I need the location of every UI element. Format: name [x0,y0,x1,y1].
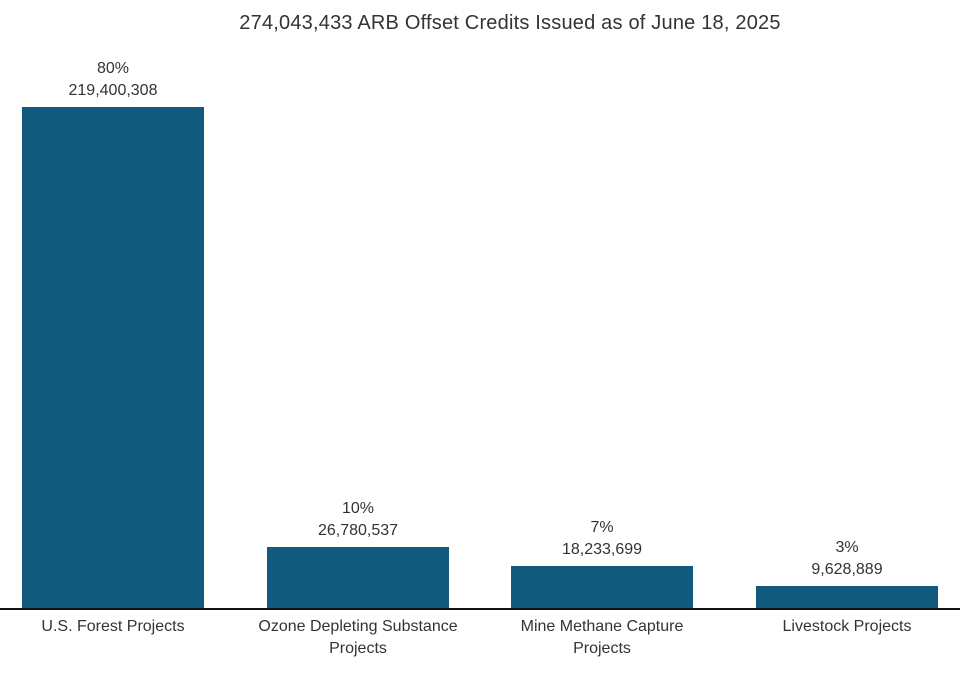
bar-credits-label: 219,400,308 [68,82,158,99]
bar-percent-label: 80% [96,60,130,77]
category-label-line: Ozone Depleting Substance [258,618,458,635]
bar [511,566,693,608]
category-label-line: Livestock Projects [782,618,912,635]
bar-credits-label: 26,780,537 [317,522,399,539]
bar-value-label: 80% 219,400,308 [0,58,235,102]
bar-percent-label: 7% [590,519,614,536]
bar-credits-label: 18,233,699 [561,541,643,558]
bar [267,547,449,608]
bar [756,586,938,608]
chart-title: 274,043,433 ARB Offset Credits Issued as… [239,12,781,34]
category-label: U.S. Forest Projects [0,616,228,638]
category-label-line: U.S. Forest Projects [41,618,185,635]
category-label-line: Mine Methane Capture [520,618,684,635]
bar [22,107,204,608]
bar-credits-label: 9,628,889 [811,561,883,578]
category-label-line: Projects [573,640,631,657]
bar-percent-label: 10% [341,500,375,517]
x-axis-line [0,608,960,610]
category-label: Ozone Depleting Substance Projects [243,616,473,660]
category-label: Mine Methane Capture Projects [487,616,717,660]
bar-value-label: 10% 26,780,537 [236,498,480,542]
category-label-line: Projects [329,640,387,657]
bar-value-label: 7% 18,233,699 [480,517,724,561]
bar-percent-label: 3% [835,539,859,556]
bar-value-label: 3% 9,628,889 [725,537,960,581]
category-label: Livestock Projects [732,616,960,638]
